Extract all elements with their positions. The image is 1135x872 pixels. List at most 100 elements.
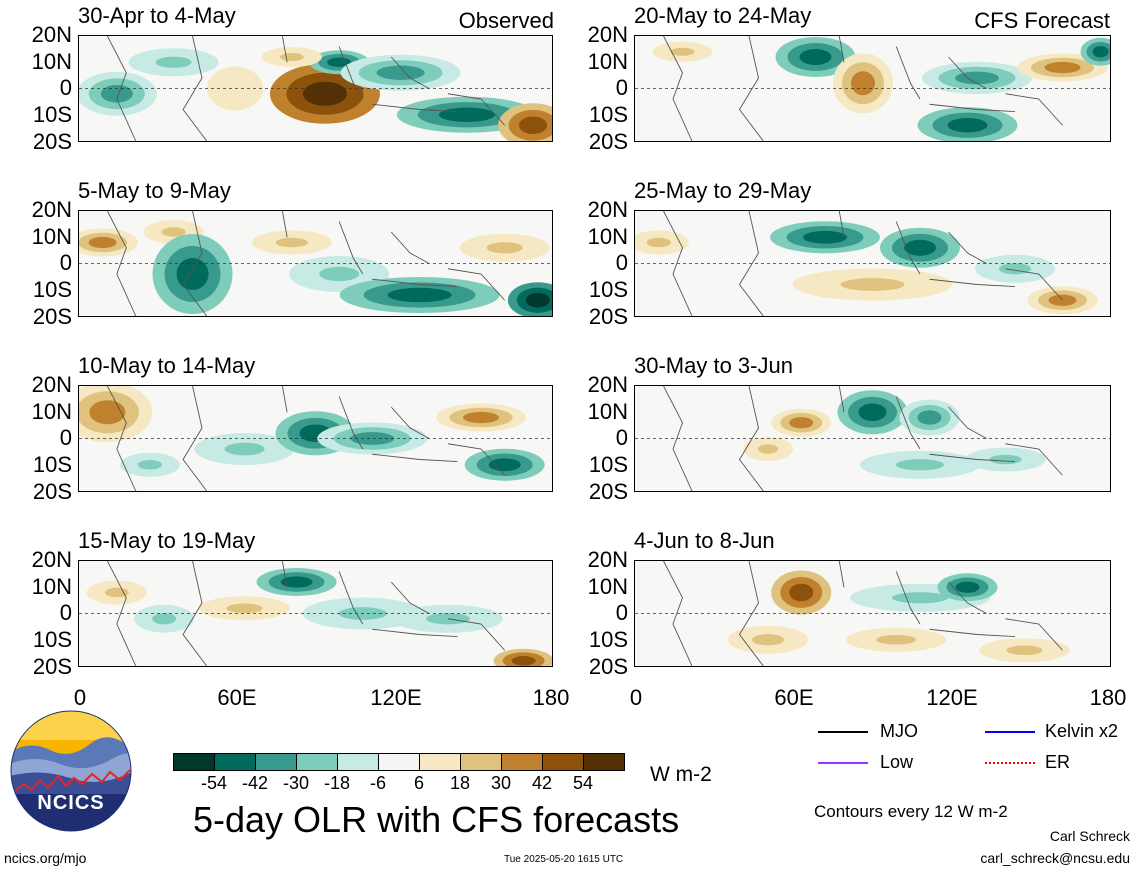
colorbar-label: -30 [282, 773, 310, 793]
olr-anomaly-blob [350, 432, 395, 445]
lat-label-left-row4-1: 10N [31, 574, 72, 599]
lat-label-left-row3-1: 10N [31, 399, 72, 424]
legend-mjo-label: MJO [880, 721, 918, 741]
olr-anomaly-blob [999, 263, 1031, 275]
olr-map-fcst-2 [634, 210, 1111, 317]
lat-label-left-row2-0: 20N [31, 197, 72, 222]
colorbar-label: 18 [449, 773, 471, 793]
lat-label-left-row4-2: 0 [59, 600, 72, 625]
lat-label-right-row4-4: 20S [588, 654, 628, 679]
lat-label-left-row1-1: 10N [31, 49, 72, 74]
panel-title-fcst-2: 25-May to 29-May [634, 178, 812, 203]
panel-title-fcst-1: 20-May to 24-May [634, 3, 812, 28]
olr-map-fcst-4 [634, 560, 1111, 667]
olr-anomaly-blob [803, 230, 847, 244]
legend-low-label: Low [880, 752, 914, 772]
olr-anomaly-blob [463, 411, 500, 424]
olr-anomaly-blob [947, 118, 988, 133]
coastline [106, 561, 506, 666]
lon-label-120e-left: 120E [370, 685, 422, 710]
olr-anomaly-blob [789, 417, 814, 429]
lat-label-right-row3-1: 10N [587, 399, 628, 424]
colorbar-box [542, 753, 584, 771]
lat-label-right-row4-1: 10N [587, 574, 628, 599]
lat-label-left-row2-4: 20S [32, 304, 72, 329]
footer-email: carl_schreck@ncsu.edu [980, 850, 1130, 866]
olr-anomaly-blob [152, 613, 177, 625]
coastline [663, 211, 1063, 316]
coastline [106, 36, 506, 141]
lat-label-right-row3-3: 10S [588, 452, 628, 477]
olr-anomaly-blob [327, 57, 352, 68]
olr-map-obs-3 [78, 385, 553, 492]
lat-label-left-row3-4: 20S [32, 479, 72, 504]
observed-label: Observed [458, 8, 554, 33]
lat-label-left-row2-3: 10S [32, 277, 72, 302]
olr-anomaly-blob [858, 403, 887, 422]
olr-map-obs-1 [78, 35, 553, 142]
lat-label-right-row2-0: 20N [587, 197, 628, 222]
lat-label-left-row1-4: 20S [32, 129, 72, 154]
lat-label-right-row4-2: 0 [615, 600, 628, 625]
main-title: 5-day OLR with CFS forecasts [193, 799, 680, 840]
olr-anomaly-blob [1092, 46, 1109, 58]
colorbar-unit: W m-2 [650, 763, 712, 786]
olr-anomaly-blob [851, 71, 875, 96]
lat-label-right-row1-3: 10S [588, 102, 628, 127]
lat-label-left-row4-0: 20N [31, 547, 72, 572]
lon-label-60e-left: 60E [217, 685, 257, 710]
colorbar-box [255, 753, 297, 771]
lat-label-right-row2-2: 0 [615, 250, 628, 275]
colorbar-box [460, 753, 502, 771]
lat-label-left-row3-2: 0 [59, 425, 72, 450]
olr-anomaly-blob [376, 65, 425, 80]
olr-anomaly-blob [519, 116, 548, 135]
olr-anomaly-blob [892, 592, 948, 604]
lon-label-0-right: 0 [629, 685, 643, 710]
panel-title-fcst-4: 4-Jun to 8-Jun [634, 528, 775, 553]
lon-label-60e-right: 60E [774, 685, 814, 710]
olr-anomaly-blob [438, 107, 495, 122]
colorbar-label: 54 [572, 773, 594, 793]
panel-title-obs-2: 5-May to 9-May [78, 178, 231, 203]
lat-label-left-row4-4: 20S [32, 654, 72, 679]
colorbar-box [337, 753, 379, 771]
legend-mjo-line [818, 731, 868, 733]
lat-label-right-row4-0: 20N [587, 547, 628, 572]
lat-label-left-row1-0: 20N [31, 22, 72, 47]
olr-map-fcst-3 [634, 385, 1111, 492]
olr-anomaly-blob [488, 458, 521, 472]
olr-anomaly-blob [100, 84, 133, 103]
lat-label-right-row3-4: 20S [588, 479, 628, 504]
lat-label-right-row1-4: 20S [588, 129, 628, 154]
contours-note: Contours every 12 W m-2 [814, 802, 1008, 821]
colorbar-box [173, 753, 215, 771]
coastline [106, 386, 506, 491]
panel-title-obs-1: 30-Apr to 4-May [78, 3, 236, 28]
footer-timestamp: Tue 2025-05-20 1615 UTC [504, 854, 624, 865]
olr-anomaly-blob [319, 266, 360, 282]
olr-anomaly-blob [280, 576, 313, 588]
colorbar-label: 30 [490, 773, 512, 793]
lat-label-right-row4-3: 10S [588, 627, 628, 652]
lat-label-left-row3-0: 20N [31, 372, 72, 397]
lon-label-180-left: 180 [532, 685, 570, 710]
olr-anomaly-blob [789, 583, 814, 602]
legend-low-line [818, 762, 868, 764]
olr-anomaly-blob [275, 237, 308, 248]
olr-anomaly-blob [904, 239, 936, 256]
coastline [663, 36, 1063, 141]
olr-anomaly-blob [176, 258, 209, 290]
olr-anomaly-blob [511, 655, 536, 666]
colorbar-box [214, 753, 256, 771]
olr-anomaly-blob [1006, 645, 1043, 656]
olr-anomaly-blob [155, 56, 192, 68]
olr-anomaly-blob [646, 237, 671, 248]
olr-anomaly-blob [955, 581, 980, 593]
legend-er-label: ER [1045, 752, 1071, 772]
olr-anomaly-blob [758, 444, 778, 454]
lat-label-left-row2-1: 10N [31, 224, 72, 249]
footer-author: Carl Schreck [1049, 828, 1130, 844]
olr-map-obs-2 [78, 210, 553, 317]
lon-label-120e-right: 120E [926, 685, 978, 710]
